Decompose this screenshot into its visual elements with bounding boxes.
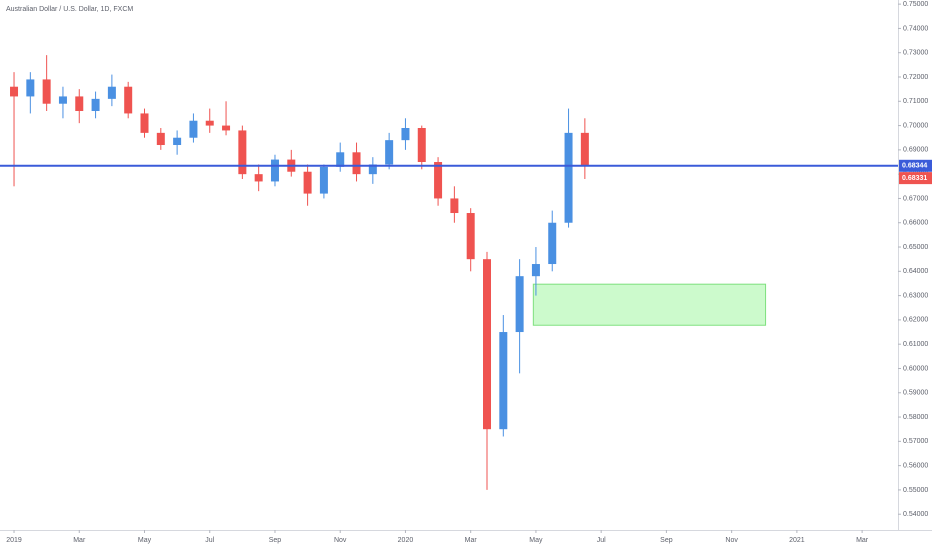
x-tick-label: Mar — [73, 537, 86, 544]
y-tick-label: 0.56000 — [903, 462, 928, 469]
y-tick-label: 0.57000 — [903, 438, 928, 445]
last-close-label: 0.68331 — [902, 175, 927, 182]
last-close-box — [899, 172, 932, 185]
candle-body — [238, 130, 247, 175]
candle-body — [156, 132, 165, 146]
candle-body — [124, 86, 133, 114]
y-tick-label: 0.70000 — [903, 122, 928, 129]
candle-body — [401, 128, 410, 141]
candle-body — [173, 137, 182, 146]
candle-body — [466, 213, 475, 260]
candle-body — [140, 113, 149, 133]
y-tick-label: 0.66000 — [903, 220, 928, 227]
x-tick-label: 2020 — [398, 537, 414, 544]
x-tick-label: Sep — [269, 537, 282, 544]
x-tick-label: Jul — [205, 537, 214, 544]
y-tick-label: 0.74000 — [903, 25, 928, 32]
candle-body — [42, 79, 51, 104]
candle-body — [26, 79, 35, 97]
y-tick-label: 0.67000 — [903, 195, 928, 202]
price-line-label: 0.68344 — [902, 163, 927, 170]
candle-body — [336, 152, 345, 167]
x-tick-label: Nov — [725, 537, 738, 544]
candle-body — [450, 198, 459, 214]
chart-title: Australian Dollar / U.S. Dollar, 1D, FXC… — [6, 6, 133, 13]
candle-body — [352, 152, 361, 175]
y-tick-label: 0.54000 — [903, 511, 928, 518]
candle-body — [10, 86, 19, 97]
candle-body — [385, 140, 394, 165]
candle-body — [434, 162, 443, 199]
candle-body — [580, 132, 589, 167]
y-tick-label: 0.62000 — [903, 317, 928, 324]
candle-body — [205, 120, 214, 126]
candle-body — [319, 166, 328, 194]
candle-body — [548, 222, 557, 265]
candle-body — [515, 276, 524, 333]
candle-body — [222, 125, 231, 131]
y-tick-label: 0.61000 — [903, 341, 928, 348]
x-tick-label: May — [138, 537, 152, 544]
candle-body — [254, 174, 263, 182]
x-tick-label: Jul — [597, 537, 606, 544]
candle-body — [58, 96, 67, 104]
y-tick-label: 0.60000 — [903, 365, 928, 372]
x-tick-label: Sep — [660, 537, 673, 544]
candle-body — [91, 98, 100, 112]
y-tick-label: 0.58000 — [903, 414, 928, 421]
candle-body — [417, 128, 426, 163]
x-tick-label: May — [529, 537, 543, 544]
candle-body — [564, 132, 573, 223]
y-tick-label: 0.64000 — [903, 268, 928, 275]
y-tick-label: 0.72000 — [903, 74, 928, 81]
y-tick-label: 0.71000 — [903, 98, 928, 105]
x-tick-label: Mar — [465, 537, 478, 544]
candle-body — [499, 332, 508, 430]
zone — [532, 283, 767, 326]
y-tick-label: 0.69000 — [903, 147, 928, 154]
x-tick-label: Nov — [334, 537, 347, 544]
candle-body — [270, 159, 279, 182]
x-tick-label: Mar — [856, 537, 869, 544]
x-tick-label: 2019 — [6, 537, 22, 544]
x-tick-label: 2021 — [789, 537, 805, 544]
candle-body — [107, 86, 116, 99]
candle-body — [483, 259, 492, 430]
y-tick-label: 0.63000 — [903, 292, 928, 299]
candle-body — [189, 120, 198, 138]
y-tick-label: 0.55000 — [903, 487, 928, 494]
price-line-label-box — [899, 159, 932, 172]
candle-body — [303, 171, 312, 194]
y-tick-label: 0.73000 — [903, 50, 928, 57]
y-tick-label: 0.65000 — [903, 244, 928, 251]
candle-body — [368, 164, 377, 175]
y-tick-label: 0.59000 — [903, 390, 928, 397]
candle-body — [75, 96, 84, 112]
candle-body — [531, 264, 540, 277]
y-tick-label: 0.75000 — [903, 1, 928, 8]
